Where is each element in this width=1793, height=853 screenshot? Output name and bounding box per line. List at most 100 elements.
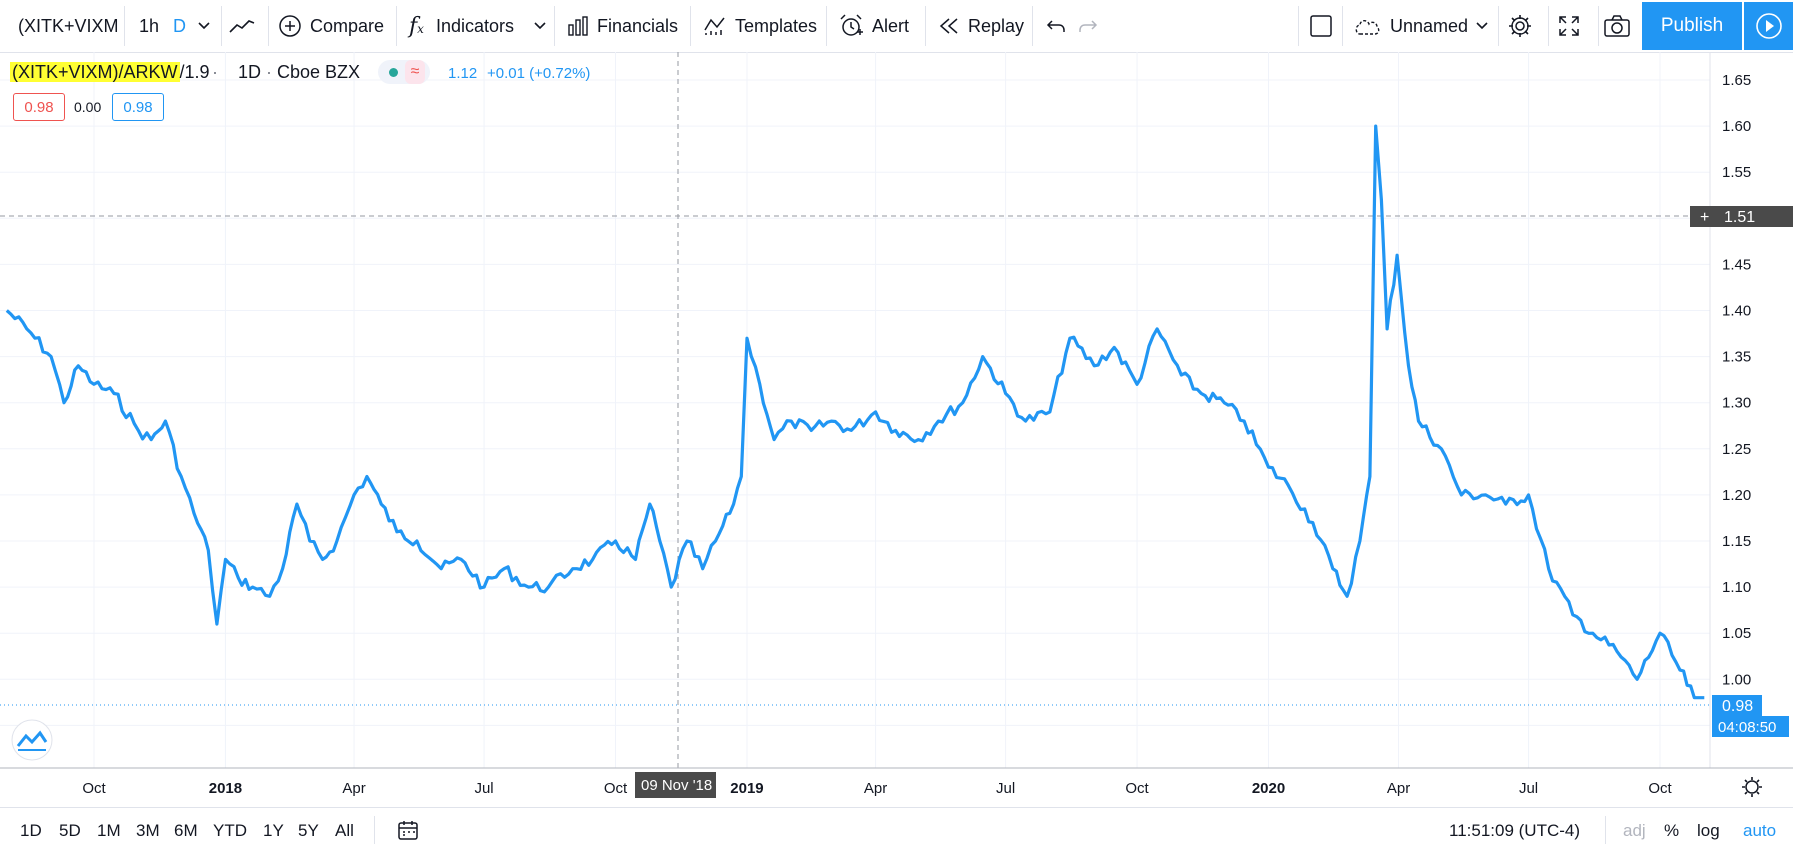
indicators-button[interactable]: fx Indicators: [409, 0, 514, 52]
timezone-clock[interactable]: 11:51:09 (UTC-4): [1449, 808, 1580, 853]
sell-button[interactable]: 0.98: [13, 93, 65, 121]
settings-button[interactable]: [1507, 0, 1533, 52]
crosshair-date-label: 09 Nov '18: [635, 772, 716, 798]
interval-button[interactable]: 1h: [139, 0, 159, 52]
price-tick-label: 1.00: [1722, 671, 1751, 688]
tradingview-logo-button[interactable]: [11, 719, 53, 761]
replay-label: Replay: [968, 15, 1025, 36]
layout-dropdown[interactable]: [1476, 0, 1488, 52]
fullscreen-toggle-button[interactable]: [1309, 0, 1333, 52]
undo-icon: [1046, 20, 1065, 32]
cloud-icon: [1355, 20, 1380, 35]
interval-daily-button[interactable]: D: [173, 0, 186, 52]
legend-last-value: 1.12: [448, 65, 478, 82]
logo-icon: [16, 730, 48, 747]
range-button-1d[interactable]: 1D: [20, 820, 42, 840]
adjust-button[interactable]: adj: [1623, 808, 1646, 853]
add-circle-icon: [279, 15, 301, 37]
log-label: log: [1697, 820, 1720, 840]
indicators-dropdown[interactable]: [534, 0, 546, 52]
last-price-text: 0.98: [1722, 698, 1753, 715]
expand-icon: [1559, 16, 1579, 36]
price-tick-label: 1.45: [1722, 256, 1751, 273]
templates-button[interactable]: Templates: [703, 0, 817, 52]
price-axis[interactable]: 1.651.601.551.501.451.401.351.301.251.20…: [1722, 72, 1751, 734]
price-tick-label: 1.20: [1722, 487, 1751, 504]
top-toolbar: (XITK+VIXM 1h D Compare fx Indicators Fi…: [0, 0, 1793, 53]
function-icon: fx: [409, 13, 424, 39]
undo-button[interactable]: [1045, 0, 1067, 52]
last-price-label: 0.98 04:08:50: [1712, 695, 1789, 737]
market-status-badge[interactable]: ≈: [378, 60, 430, 84]
crosshair-date-text: 09 Nov '18: [641, 777, 712, 794]
time-tick-label: Oct: [82, 780, 106, 797]
bar-chart-icon: [568, 16, 588, 36]
publish-menu-button[interactable]: [1744, 2, 1793, 50]
legend-symbol[interactable]: (XITK+VIXM)/ARKW/1.9: [10, 62, 210, 83]
bid-value: 0.98: [24, 98, 54, 116]
time-tick-label: Apr: [1387, 780, 1410, 797]
auto-scale-button[interactable]: auto: [1743, 808, 1776, 853]
interval-label: 1h: [139, 15, 160, 36]
symbol-search[interactable]: (XITK+VIXM: [18, 0, 118, 52]
time-tick-label: Jul: [1519, 780, 1538, 797]
time-tick-label: 2019: [730, 780, 763, 797]
publish-button[interactable]: Publish: [1642, 2, 1742, 50]
symbol-highlight: (XITK+VIXM)/ARKW: [10, 62, 180, 82]
compare-button[interactable]: Compare: [278, 0, 384, 52]
financials-label: Financials: [597, 15, 679, 36]
range-button-1y[interactable]: 1Y: [263, 820, 284, 840]
interval-alt-label: D: [173, 15, 186, 36]
indicators-label: Indicators: [435, 15, 514, 36]
range-button-5y[interactable]: 5Y: [298, 820, 319, 840]
clock-text: 11:51:09 (UTC-4): [1449, 820, 1581, 840]
log-scale-button[interactable]: log: [1697, 808, 1720, 853]
buy-button[interactable]: 0.98: [112, 93, 164, 121]
replay-button[interactable]: Replay: [938, 0, 1024, 52]
fullscreen-button[interactable]: [1557, 0, 1581, 52]
chart-settings-button[interactable]: [1742, 777, 1762, 797]
range-button-ytd[interactable]: YTD: [213, 820, 247, 840]
delayed-data-icon: ≈: [405, 60, 425, 84]
symbol-suffix: /1.9: [179, 62, 210, 82]
redo-button[interactable]: [1077, 0, 1099, 52]
snapshot-button[interactable]: [1603, 0, 1631, 52]
adj-label: adj: [1623, 820, 1646, 840]
price-tick-label: 1.25: [1722, 441, 1751, 458]
range-button-all[interactable]: All: [335, 820, 354, 840]
layout-button[interactable]: Unnamed: [1352, 0, 1468, 52]
time-tick-label: Oct: [1125, 780, 1149, 797]
time-axis[interactable]: Oct 2018 Apr Jul Oct 2019 Apr Jul Oct 2020 Apr Jul O…: [82, 780, 1672, 797]
range-button-6m[interactable]: 6M: [174, 820, 198, 840]
line-chart-icon: [229, 20, 255, 33]
legend-exchange: Cboe BZX: [277, 62, 361, 82]
time-tick-label: Jul: [996, 780, 1015, 797]
alert-button[interactable]: Alert: [838, 0, 909, 52]
bar-countdown-text: 04:08:50: [1718, 719, 1776, 736]
square-icon: [1310, 15, 1332, 37]
chart-style-button[interactable]: [228, 0, 256, 52]
price-tick-label: 1.30: [1722, 395, 1751, 412]
percent-scale-button[interactable]: %: [1664, 808, 1679, 853]
price-tick-label: 1.15: [1722, 533, 1751, 550]
go-to-date-button[interactable]: [397, 808, 421, 853]
legend-dot: ·: [266, 62, 272, 82]
range-button-1m[interactable]: 1M: [97, 820, 121, 840]
financials-button[interactable]: Financials: [567, 0, 678, 52]
crosshair-plus-icon: +: [1700, 209, 1709, 226]
range-button-5d[interactable]: 5D: [59, 820, 81, 840]
time-tick-label: 2018: [209, 780, 242, 797]
crosshair-price-label: + 1.51: [1690, 206, 1793, 227]
time-tick-label: Oct: [604, 780, 628, 797]
interval-dropdown[interactable]: [198, 0, 210, 52]
price-tick-label: 1.10: [1722, 579, 1751, 596]
range-button-3m[interactable]: 3M: [136, 820, 160, 840]
time-tick-label: Apr: [864, 780, 887, 797]
templates-icon: [704, 17, 725, 35]
symbol-label: (XITK+VIXM: [18, 15, 118, 36]
time-tick-label: Apr: [342, 780, 365, 797]
chart-grid: [0, 52, 1710, 768]
price-chart[interactable]: 1.651.601.551.501.451.401.351.301.251.20…: [0, 52, 1793, 807]
publish-label: Publish: [1660, 15, 1724, 36]
ask-value: 0.98: [123, 98, 153, 116]
